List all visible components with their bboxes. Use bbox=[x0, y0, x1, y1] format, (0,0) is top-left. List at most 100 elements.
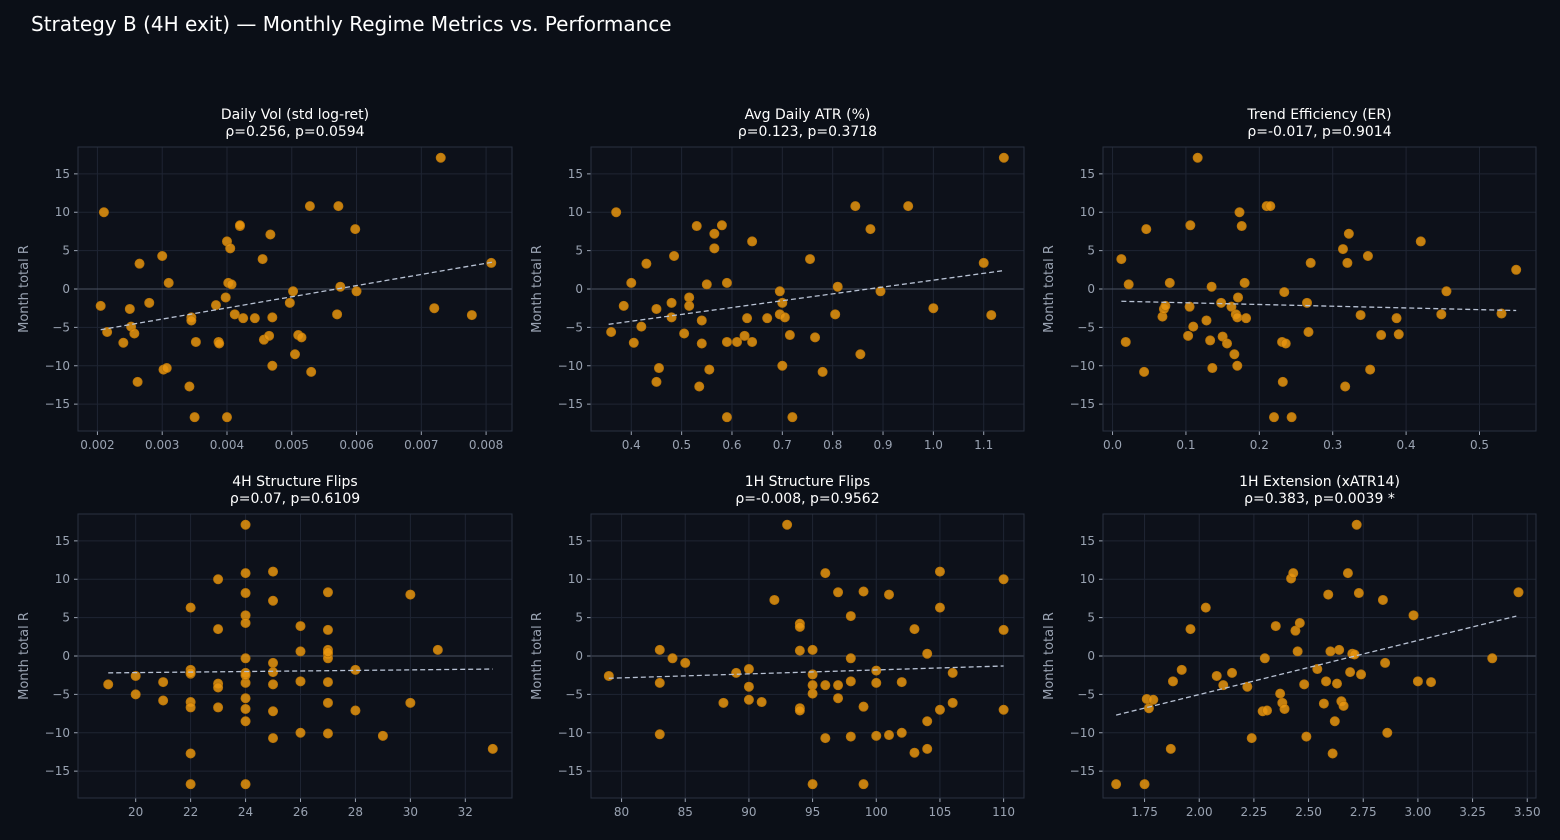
y-tick-label: −15 bbox=[1070, 397, 1095, 411]
data-point bbox=[185, 602, 196, 613]
data-point bbox=[432, 644, 443, 655]
data-point bbox=[1279, 703, 1290, 714]
x-tick-label: 3.25 bbox=[1459, 805, 1486, 819]
data-point bbox=[1393, 329, 1404, 340]
data-point bbox=[709, 228, 720, 239]
data-point bbox=[1185, 220, 1196, 231]
axes-frame bbox=[1102, 146, 1537, 432]
data-point bbox=[1192, 152, 1203, 163]
y-axis-label: Month total R bbox=[1042, 245, 1057, 333]
data-point bbox=[947, 667, 958, 678]
data-point bbox=[742, 313, 753, 324]
data-point bbox=[268, 706, 279, 717]
x-tick-label: 26 bbox=[293, 805, 308, 819]
data-point bbox=[1286, 412, 1297, 423]
data-point bbox=[691, 221, 702, 232]
data-point bbox=[1349, 649, 1360, 660]
data-point bbox=[1167, 676, 1178, 687]
y-tick-label: 5 bbox=[1087, 244, 1095, 258]
x-tick-label: 0.5 bbox=[672, 438, 691, 452]
data-point bbox=[240, 670, 251, 681]
data-point bbox=[641, 258, 652, 269]
data-point bbox=[158, 677, 169, 688]
y-tick-label: 10 bbox=[568, 205, 583, 219]
data-point bbox=[756, 697, 767, 708]
data-point bbox=[684, 300, 695, 311]
data-point bbox=[1232, 312, 1243, 323]
data-point bbox=[1337, 244, 1348, 255]
x-tick-label: 2.75 bbox=[1350, 805, 1377, 819]
data-point bbox=[850, 201, 861, 212]
y-tick-label: 10 bbox=[1080, 572, 1095, 586]
data-point bbox=[157, 250, 168, 261]
data-point bbox=[922, 743, 933, 754]
data-point bbox=[896, 677, 907, 688]
data-point bbox=[288, 286, 299, 297]
data-point bbox=[240, 617, 251, 628]
data-point bbox=[909, 747, 920, 758]
data-point bbox=[213, 702, 224, 713]
data-point bbox=[1222, 338, 1233, 349]
data-point bbox=[651, 303, 662, 314]
data-point bbox=[1246, 733, 1257, 744]
y-tick-label: 5 bbox=[575, 611, 583, 625]
y-tick-label: 0 bbox=[575, 649, 583, 663]
data-point bbox=[858, 779, 869, 790]
y-tick-label: 15 bbox=[1080, 167, 1095, 181]
data-point bbox=[1321, 676, 1332, 687]
data-point bbox=[1176, 664, 1187, 675]
x-tick-label: 0.005 bbox=[275, 438, 309, 452]
data-point bbox=[696, 338, 707, 349]
axes-frame bbox=[1102, 513, 1537, 799]
x-tick-label: 95 bbox=[805, 805, 820, 819]
data-point bbox=[833, 693, 844, 704]
data-point bbox=[684, 292, 695, 303]
data-point bbox=[1143, 703, 1154, 714]
x-tick-label: 0.002 bbox=[80, 438, 114, 452]
data-point bbox=[210, 300, 221, 311]
data-point bbox=[810, 332, 821, 343]
data-point bbox=[333, 201, 344, 212]
data-point bbox=[220, 292, 231, 303]
y-tick-label: 0 bbox=[1087, 649, 1095, 663]
y-tick-label: 15 bbox=[55, 167, 70, 181]
data-point bbox=[817, 366, 828, 377]
data-point bbox=[875, 286, 886, 297]
data-point bbox=[716, 220, 727, 231]
data-point bbox=[322, 677, 333, 688]
data-point bbox=[1292, 646, 1303, 657]
data-point bbox=[1116, 254, 1127, 265]
y-axis-label: Month total R bbox=[1042, 612, 1057, 700]
y-tick-label: −5 bbox=[1077, 687, 1095, 701]
data-point bbox=[721, 277, 732, 288]
data-point bbox=[986, 310, 997, 321]
panel-title: Avg Daily ATR (%) bbox=[745, 107, 871, 123]
data-point bbox=[998, 704, 1009, 715]
data-point bbox=[1329, 716, 1340, 727]
axes-frame bbox=[77, 513, 513, 799]
data-point bbox=[1355, 310, 1366, 321]
y-tick-label: 15 bbox=[55, 534, 70, 548]
data-point bbox=[747, 236, 758, 247]
data-point bbox=[721, 412, 732, 423]
data-point bbox=[234, 220, 245, 231]
x-tick-label: 110 bbox=[992, 805, 1015, 819]
data-point bbox=[871, 730, 882, 741]
x-tick-label: 0.0 bbox=[1103, 438, 1122, 452]
data-point bbox=[896, 727, 907, 738]
panel-stats: ρ=-0.008, p=0.9562 bbox=[735, 491, 879, 507]
data-point bbox=[807, 644, 818, 655]
y-tick-label: 5 bbox=[1087, 611, 1095, 625]
y-axis-label: Month total R bbox=[17, 612, 32, 700]
data-point bbox=[240, 519, 251, 530]
data-point bbox=[405, 589, 416, 600]
data-point bbox=[350, 224, 361, 235]
data-point bbox=[909, 624, 920, 635]
data-point bbox=[1294, 617, 1305, 628]
data-point bbox=[934, 602, 945, 613]
data-point bbox=[1160, 300, 1171, 311]
x-tick-label: 0.6 bbox=[722, 438, 741, 452]
x-tick-label: 0.003 bbox=[145, 438, 179, 452]
y-tick-label: −15 bbox=[45, 397, 70, 411]
